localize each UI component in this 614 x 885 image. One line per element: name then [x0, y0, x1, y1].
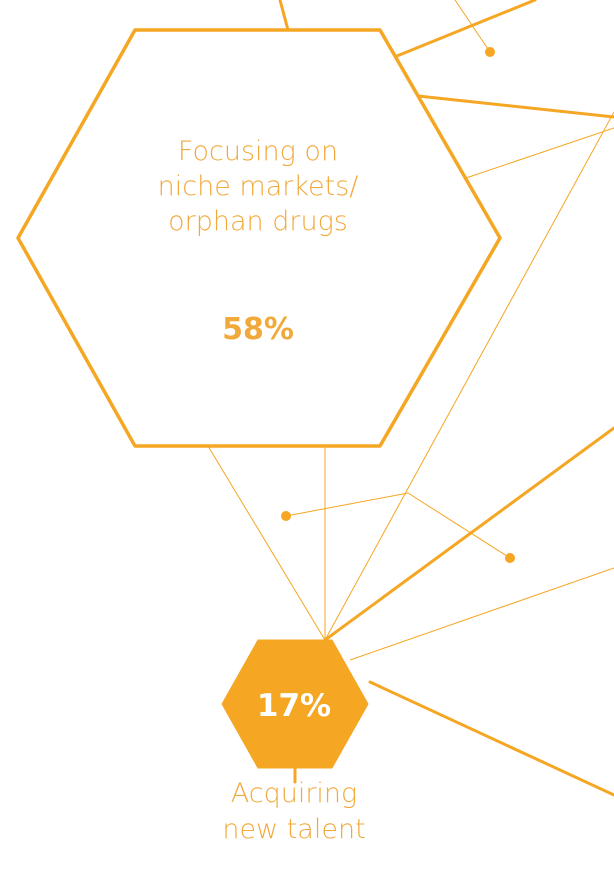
large-hexagon [16, 28, 502, 448]
small-node-title-line-2: new talent [222, 814, 366, 845]
large-node-title: Focusing on niche markets/ orphan drugs [98, 134, 418, 239]
connector-bottom-right [368, 680, 614, 797]
dot-mid-right [505, 553, 515, 563]
small-node-title-line-1: Acquiring [230, 778, 358, 809]
large-node-title-line-3: orphan drugs [168, 206, 348, 237]
thin-line-long-diagonal [324, 111, 614, 641]
thin-line-mid-left [285, 492, 409, 517]
small-node-percent: 17% [256, 688, 332, 724]
connector-top [278, 0, 290, 32]
dot-top-right [485, 47, 495, 57]
thin-line-mid-right [407, 492, 511, 559]
thin-line-left-vertex [207, 445, 326, 641]
large-node-percent: 58% [222, 312, 294, 347]
small-node-title: Acquiring new talent [184, 776, 404, 848]
connector-diagonal-long [323, 426, 614, 642]
small-hexagon [221, 639, 369, 769]
dot-mid-left [281, 511, 291, 521]
large-node-title-line-1: Focusing on [177, 136, 339, 167]
connector-upper-right [390, 0, 537, 60]
connector-right [416, 94, 614, 119]
thin-line-lower-right [349, 567, 614, 661]
thin-line-hex-right [465, 127, 614, 179]
thin-line-top-dot [454, 0, 491, 53]
large-node-title-line-2: niche markets/ [157, 171, 359, 202]
